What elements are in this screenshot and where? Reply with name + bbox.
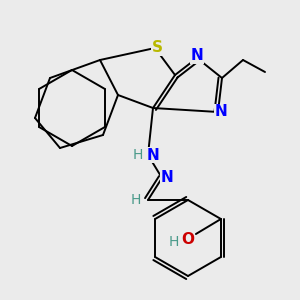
Text: H: H bbox=[131, 193, 141, 207]
Text: N: N bbox=[160, 170, 173, 185]
Text: H: H bbox=[133, 148, 143, 162]
Text: N: N bbox=[190, 49, 203, 64]
Text: S: S bbox=[152, 40, 163, 56]
Text: O: O bbox=[182, 232, 194, 247]
Text: N: N bbox=[214, 104, 227, 119]
Text: N: N bbox=[147, 148, 159, 163]
Text: H: H bbox=[169, 235, 179, 249]
